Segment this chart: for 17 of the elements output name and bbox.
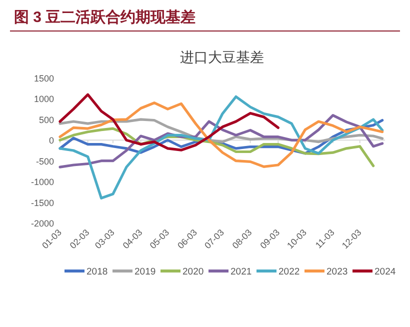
y-tick-label: -500 bbox=[36, 156, 54, 166]
legend-label: 2019 bbox=[134, 266, 156, 278]
legend-label: 2023 bbox=[326, 266, 348, 278]
y-tick-label: 500 bbox=[38, 114, 54, 125]
legend-label: 2022 bbox=[278, 266, 300, 278]
chart-title: 图 3 豆二活跃合约期现基差 bbox=[14, 9, 196, 26]
legend-label: 2018 bbox=[86, 266, 108, 278]
y-tick-label: 1500 bbox=[34, 74, 54, 84]
legend-label: 2021 bbox=[230, 266, 252, 278]
chart-subtitle: 进口大豆基差 bbox=[180, 49, 264, 65]
y-tick-label: 0 bbox=[48, 136, 54, 146]
legend-label: 2024 bbox=[374, 266, 396, 278]
y-tick-label: -2000 bbox=[30, 218, 54, 228]
legend-label: 2020 bbox=[182, 266, 204, 278]
y-tick-label: -1000 bbox=[30, 177, 54, 188]
y-tick-label: -1500 bbox=[30, 198, 54, 208]
y-tick-label: 1000 bbox=[34, 94, 54, 104]
